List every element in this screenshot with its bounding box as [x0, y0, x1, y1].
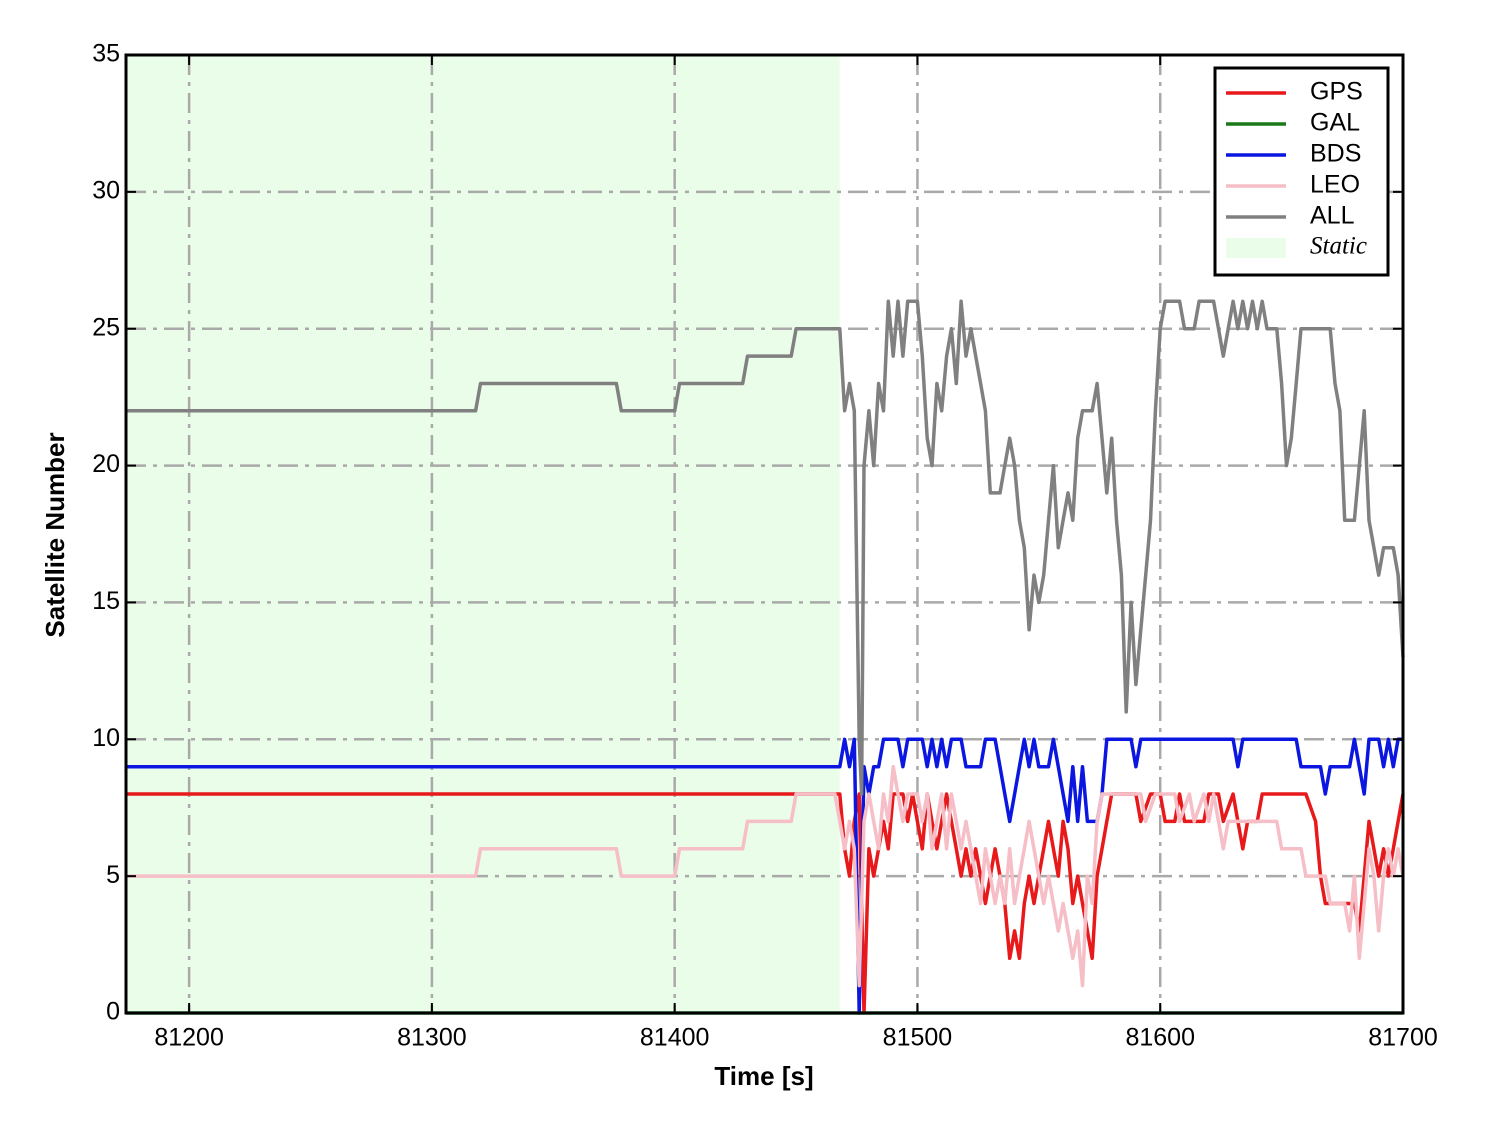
- y-tick-label: 10: [92, 724, 120, 752]
- y-tick-label: 15: [92, 587, 120, 615]
- y-tick-label: 30: [92, 176, 120, 204]
- y-tick-label: 35: [92, 40, 120, 68]
- y-axis-title: Satellite Number: [40, 432, 70, 637]
- series-line-gps: [126, 792, 1405, 1015]
- x-tick-label: 81600: [1125, 1024, 1195, 1052]
- legend-label-static: Static: [1310, 233, 1367, 260]
- y-tick-label: 0: [106, 998, 120, 1026]
- x-tick-label: 81700: [1368, 1024, 1438, 1052]
- grid-lines: [126, 55, 1403, 1013]
- static-shaded-region: [126, 55, 840, 1013]
- y-tick-label: 20: [92, 450, 120, 478]
- legend-swatch-static: [1226, 238, 1286, 258]
- legend: GPS GAL BDS LEO ALL Static: [1213, 66, 1390, 277]
- legend-label-gal: GAL: [1310, 109, 1360, 137]
- x-tick-label: 81200: [154, 1024, 224, 1052]
- axis-ticks: 81200 81300 81400 81500 81600 81700 0 5 10 15 20 25…: [92, 40, 1438, 1052]
- x-tick-label: 81400: [640, 1024, 710, 1052]
- series-line-leo: [126, 764, 1405, 988]
- legend-label-all: ALL: [1310, 202, 1355, 230]
- x-tick-label: 81500: [883, 1024, 953, 1052]
- x-tick-label: 81300: [397, 1024, 467, 1052]
- y-tick-label: 25: [92, 313, 120, 341]
- y-tick-label: 5: [106, 861, 120, 889]
- legend-label-gps: GPS: [1310, 78, 1363, 106]
- plot-frame: [124, 53, 1405, 1015]
- x-axis-title: Time [s]: [714, 1061, 813, 1091]
- series-line-bds: [126, 737, 1403, 1015]
- legend-label-leo: LEO: [1310, 171, 1360, 199]
- legend-label-bds: BDS: [1310, 140, 1361, 168]
- series-line-all: [126, 299, 1405, 796]
